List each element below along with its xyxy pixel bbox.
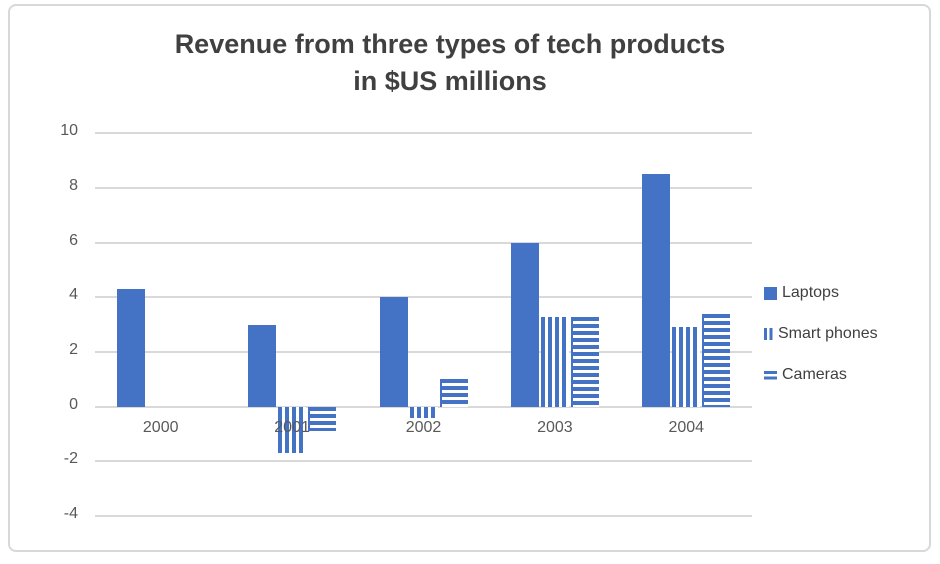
- gridline-y-10: [95, 132, 752, 135]
- x-axis-label-2002: 2002: [405, 418, 442, 436]
- y-tick-label-0: 0: [69, 395, 78, 413]
- gridline-y-4: [95, 296, 752, 299]
- x-axis-label-2000: 2000: [142, 418, 179, 436]
- legend-item-cameras: Cameras: [764, 361, 847, 389]
- bar-smart-phones-2004: [672, 327, 701, 407]
- legend-label-cameras: Cameras: [782, 366, 847, 383]
- legend-label-laptops: Laptops: [782, 284, 839, 301]
- x-axis-label-2004: 2004: [668, 418, 705, 436]
- bar-cameras-2003: [570, 316, 599, 407]
- gridline-y-6: [95, 241, 752, 244]
- legend-item-laptops: Laptops: [764, 279, 839, 307]
- bar-cameras-2001: [308, 406, 337, 432]
- laptops-legend-marker: [764, 286, 777, 300]
- gridline-y--4: [95, 515, 752, 518]
- bar-cameras-2004: [702, 313, 731, 407]
- y-tick-label-2: 2: [69, 341, 78, 359]
- gridline-y-8: [95, 187, 752, 190]
- bar-cameras-2002: [439, 379, 468, 407]
- gridline-y--2: [95, 460, 752, 463]
- y-tick-label-10: 10: [60, 122, 78, 140]
- plot-area: 2000 2001 2002 2003 2004: [95, 120, 752, 530]
- chart-title: Revenue from three types of tech product…: [174, 29, 726, 96]
- bar-laptops-2000: [116, 289, 145, 407]
- x-axis-label-2001: 2001: [274, 418, 310, 436]
- y-tick-label--2: -2: [63, 450, 78, 468]
- gridline-y-2: [95, 351, 752, 354]
- smart-phones-legend-marker: [764, 328, 773, 340]
- bar-laptops-2003: [510, 242, 539, 407]
- y-tick-label--4: -4: [63, 505, 78, 523]
- legend-label-smart-phones: Smart phones: [778, 325, 878, 342]
- legend-item-smart-phones: Smart phones: [764, 320, 878, 348]
- x-axis-label-2003: 2003: [537, 418, 573, 436]
- bar-smart-phones-2002: [409, 406, 438, 418]
- bar-smart-phones-2001: [278, 406, 307, 454]
- bar-laptops-2002: [379, 297, 408, 407]
- y-tick-label-6: 6: [69, 231, 78, 249]
- cameras-legend-marker: [764, 370, 777, 380]
- y-tick-label-4: 4: [69, 286, 78, 304]
- bar-laptops-2001: [248, 324, 277, 407]
- bar-smart-phones-2003: [540, 316, 569, 407]
- bar-laptops-2004: [642, 174, 671, 407]
- y-tick-label-8: 8: [69, 177, 78, 195]
